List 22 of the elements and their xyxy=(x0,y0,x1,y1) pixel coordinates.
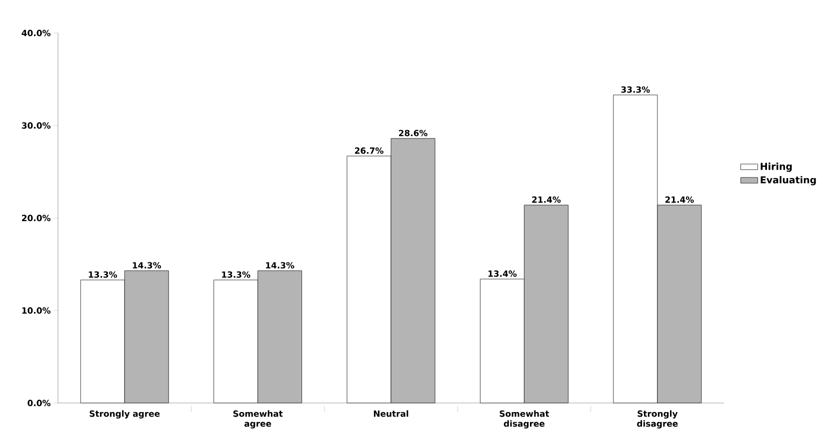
data-label: 21.4% xyxy=(532,196,561,203)
y-tick-label: 10.0% xyxy=(22,307,50,314)
data-label: 21.4% xyxy=(665,196,694,203)
data-label: 33.3% xyxy=(621,86,650,93)
data-label: 13.3% xyxy=(222,271,250,278)
data-label: 14.3% xyxy=(266,262,294,269)
data-label: 13.4% xyxy=(488,270,517,277)
x-tick-label: Somewhat disagree xyxy=(500,410,550,428)
data-label: 13.3% xyxy=(88,271,118,278)
x-tick-label: Neutral xyxy=(374,410,408,417)
y-tick-label: 0.0% xyxy=(28,400,50,406)
data-label: 28.6% xyxy=(398,130,428,136)
y-tick-label: 40.0% xyxy=(22,30,50,36)
data-label: 26.7% xyxy=(354,147,384,154)
x-tick-label: Somewhat agree xyxy=(233,410,283,428)
legend-label: Evaluating xyxy=(760,176,816,186)
y-tick-label: 20.0% xyxy=(22,214,50,222)
legend-label: Hiring xyxy=(760,162,792,172)
y-tick-label: 30.0% xyxy=(22,122,50,129)
data-label: 14.3% xyxy=(132,262,162,269)
x-tick-label: Strongly agree xyxy=(90,410,160,419)
x-tick-label: Strongly disagree xyxy=(637,410,678,428)
